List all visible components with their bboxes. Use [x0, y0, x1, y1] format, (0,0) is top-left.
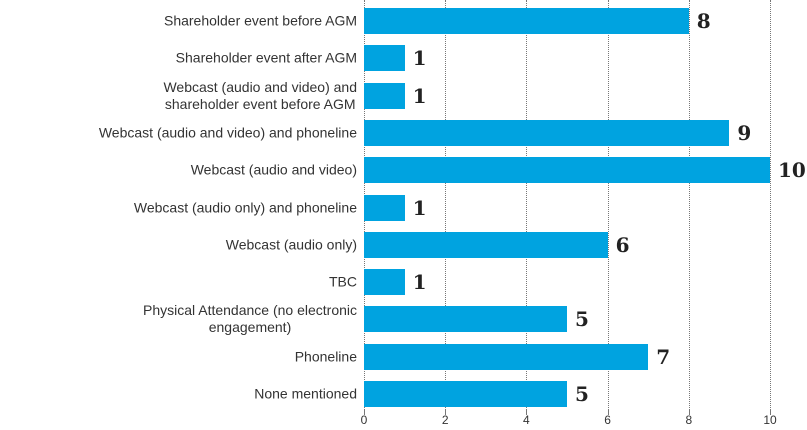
- value-label: 5: [575, 382, 589, 406]
- x-tick-label: 0: [360, 413, 368, 427]
- category-label: Webcast (audio and video) and phoneline: [98, 124, 357, 141]
- value-label: 7: [656, 344, 671, 369]
- category-label: TBC: [329, 273, 357, 290]
- bar: [364, 194, 405, 221]
- grid-line: [445, 0, 447, 410]
- grid-line: [770, 0, 771, 410]
- category-label: Shareholder event before AGM: [163, 12, 357, 29]
- bar: [364, 82, 405, 109]
- category-label: Webcast (audio only): [225, 236, 357, 253]
- x-tick-label: 6: [604, 413, 611, 427]
- grid-line: [526, 0, 528, 410]
- value-label: 1: [412, 195, 427, 220]
- value-label: 5: [575, 307, 589, 332]
- bar: [364, 119, 730, 146]
- value-label: 8: [696, 9, 711, 33]
- category-label: Phoneline: [294, 348, 357, 365]
- tick-mark: [688, 410, 690, 415]
- category-label: Physical Attendance (no electronic engag…: [142, 302, 357, 336]
- x-tick-label: 4: [523, 413, 530, 427]
- value-label: 9: [737, 120, 752, 145]
- category-label: Webcast (audio and video): [190, 161, 357, 178]
- bar: [364, 157, 770, 184]
- value-label: 1: [412, 46, 427, 71]
- bar: [364, 45, 405, 72]
- value-label: 1: [412, 270, 427, 295]
- bar: [364, 306, 567, 333]
- tick-mark: [364, 410, 365, 415]
- value-label: 6: [615, 232, 630, 257]
- bar: [364, 269, 405, 296]
- tick-mark: [445, 410, 447, 415]
- grid-line: [607, 0, 609, 410]
- category-label: Shareholder event after AGM: [175, 49, 357, 66]
- category-label: Webcast (audio only) and phoneline: [133, 199, 357, 215]
- x-tick-label: 10: [763, 413, 777, 427]
- bar: [364, 231, 608, 258]
- bar: [364, 8, 689, 34]
- x-tick-label: 8: [685, 413, 693, 427]
- bar: [364, 381, 567, 407]
- category-label: Webcast (audio and video) and shareholde…: [163, 78, 357, 112]
- value-label: 1: [412, 83, 427, 108]
- category-label: None mentioned: [254, 385, 357, 402]
- bar: [364, 343, 649, 370]
- tick-mark: [526, 410, 528, 415]
- tick-mark: [607, 410, 609, 415]
- value-label: 10: [778, 158, 806, 183]
- tick-mark: [770, 410, 771, 415]
- grid-line: [688, 0, 690, 410]
- x-tick-label: 2: [441, 413, 449, 427]
